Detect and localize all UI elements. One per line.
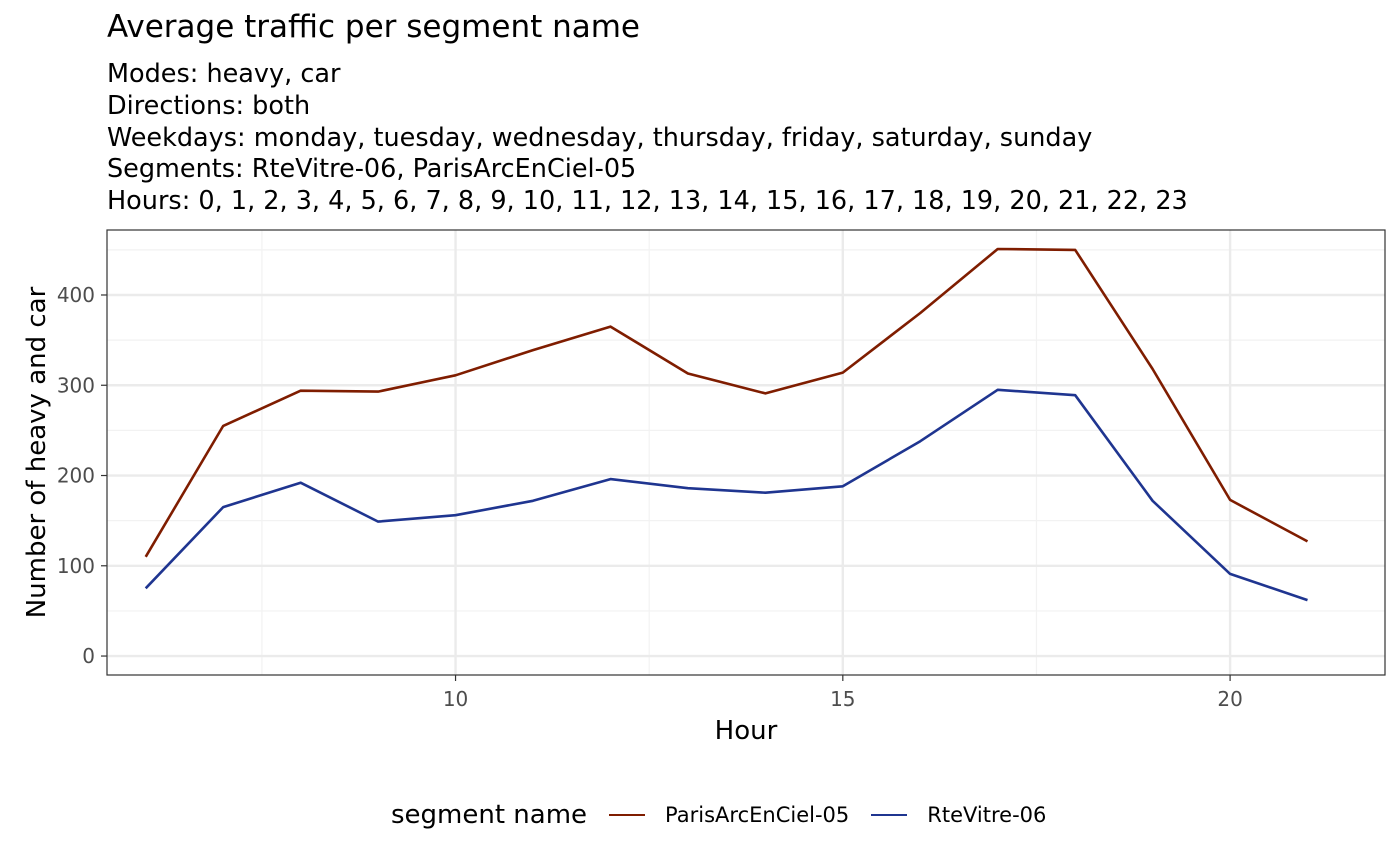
x-axis-title: Hour: [715, 716, 778, 746]
subtitle-line-segments: Segments: RteVitre-06, ParisArcEnCiel-05: [107, 154, 637, 185]
y-axis-title: Number of heavy and car: [22, 286, 52, 618]
x-tick-label: 20: [1217, 687, 1242, 711]
plot-panel-border: [106, 229, 1386, 676]
subtitle-line-modes: Modes: heavy, car: [107, 59, 341, 89]
legend-label-parisarcenciel: ParisArcEnCiel-05: [665, 803, 850, 827]
subtitle-line-directions: Directions: both: [107, 90, 311, 121]
major-gridlines: [107, 230, 1385, 675]
legend-label-rtevitre: RteVitre-06: [927, 803, 1047, 827]
x-tick-label: 10: [443, 687, 468, 711]
legend-item-rtevitre: RteVitre-06: [871, 803, 1046, 827]
series-line-rtevitre-06: [144, 388, 1308, 602]
legend-title: segment name: [391, 800, 588, 830]
y-axis-ticks: 0 100 200 300 400: [57, 283, 107, 668]
legend-key-parisarcenciel: [609, 813, 646, 817]
y-tick-label: 100: [57, 554, 95, 578]
y-tick-label: 300: [57, 373, 95, 397]
x-axis-ticks: 10 15 20: [443, 675, 1243, 711]
legend: segment name ParisArcEnCiel-05 RteVitre-…: [0, 795, 1400, 835]
subtitle-line-hours: Hours: 0, 1, 2, 3, 4, 5, 6, 7, 8, 9, 10,…: [107, 186, 1188, 217]
minor-gridlines: [107, 230, 1385, 675]
series-lines: [144, 247, 1309, 602]
legend-item-parisarcenciel: ParisArcEnCiel-05: [609, 803, 849, 827]
chart-subtitle: Modes: heavy, car Directions: both Weekd…: [107, 59, 1188, 218]
y-tick-label: 0: [82, 644, 95, 668]
legend-key-rtevitre: [871, 813, 908, 817]
chart-title: Average traffic per segment name: [107, 9, 641, 45]
y-tick-label: 200: [57, 464, 95, 488]
y-tick-label: 400: [57, 283, 95, 307]
subtitle-line-weekdays: Weekdays: monday, tuesday, wednesday, th…: [107, 122, 1093, 153]
series-line-parisarcenciel-05: [144, 247, 1309, 558]
x-tick-label: 15: [830, 687, 855, 711]
